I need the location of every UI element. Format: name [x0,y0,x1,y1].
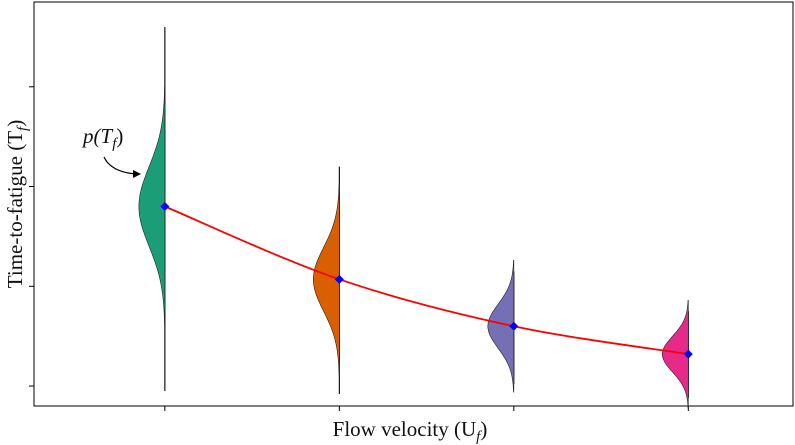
data-point-marker [509,321,519,331]
distribution-shape [487,260,515,393]
x-ticks [164,406,689,411]
distribution-shape [313,183,340,376]
distribution-annotation: p(Tf) [81,124,123,152]
data-point-marker [683,349,693,359]
y-axis-title: Time-to-fatigue (Tf) [3,120,31,288]
trend-curve [164,205,689,356]
data-point-marker [160,201,170,211]
markers [160,201,693,359]
distribution-shape [662,299,689,409]
y-ticks [29,86,34,387]
annotation-arrow [103,156,137,175]
distributions [138,26,689,409]
annotation-arrowhead [133,170,141,178]
x-axis-title: Flow velocity (Uf) [333,417,488,445]
distribution-shape [138,86,166,327]
data-point-marker [334,274,344,284]
plot-frame [33,1,794,407]
